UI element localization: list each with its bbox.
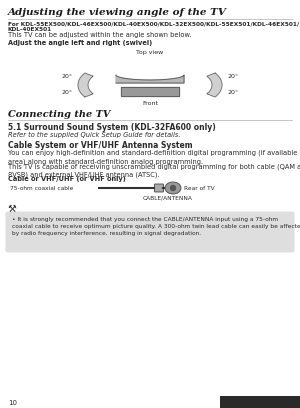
Text: CABLE/ANTENNA: CABLE/ANTENNA: [143, 195, 193, 200]
Text: 20°: 20°: [61, 89, 72, 95]
Polygon shape: [78, 73, 93, 97]
Text: Front: Front: [142, 101, 158, 106]
Polygon shape: [116, 75, 184, 83]
Text: For KDL-55EX500/KDL-46EX500/KDL-40EX500/KDL-32EX500/KDL-55EX501/KDL-46EX501/
KDL: For KDL-55EX500/KDL-46EX500/KDL-40EX500/…: [8, 21, 299, 32]
Text: This TV can be adjusted within the angle shown below.: This TV can be adjusted within the angle…: [8, 32, 191, 38]
FancyBboxPatch shape: [154, 184, 164, 192]
Text: Refer to the supplied Quick Setup Guide for details.: Refer to the supplied Quick Setup Guide …: [8, 132, 181, 138]
Text: Adjusting the viewing angle of the TV: Adjusting the viewing angle of the TV: [8, 8, 227, 17]
Circle shape: [170, 186, 175, 191]
Bar: [220, 396, 300, 408]
Text: Rear of TV: Rear of TV: [184, 186, 214, 191]
Text: 20°: 20°: [61, 73, 72, 78]
Text: 20°: 20°: [228, 89, 239, 95]
Text: Top view: Top view: [136, 50, 164, 55]
Text: This TV is capable of receiving unscrambled digital programming for both cable (: This TV is capable of receiving unscramb…: [8, 163, 300, 178]
Polygon shape: [207, 73, 222, 97]
Text: • It is strongly recommended that you connect the CABLE/ANTENNA input using a 75: • It is strongly recommended that you co…: [12, 217, 300, 235]
Text: Cable System or VHF/UHF Antenna System: Cable System or VHF/UHF Antenna System: [8, 141, 193, 150]
Ellipse shape: [165, 182, 181, 194]
Text: 10: 10: [8, 400, 17, 406]
Text: Cable or VHF/UHF (or VHF only): Cable or VHF/UHF (or VHF only): [8, 176, 126, 182]
Text: 75-ohm coaxial cable: 75-ohm coaxial cable: [10, 186, 74, 191]
Text: 20°: 20°: [228, 73, 239, 78]
Polygon shape: [121, 87, 179, 96]
Text: Adjust the angle left and right (swivel): Adjust the angle left and right (swivel): [8, 40, 152, 46]
Text: ⚒: ⚒: [8, 204, 17, 214]
FancyBboxPatch shape: [5, 211, 295, 253]
Text: 5.1 Surround Sound System (KDL-32FA600 only): 5.1 Surround Sound System (KDL-32FA600 o…: [8, 123, 216, 132]
Text: Connecting the TV: Connecting the TV: [8, 110, 110, 119]
Text: You can enjoy high-definition and standard-definition digital programming (if av: You can enjoy high-definition and standa…: [8, 150, 300, 165]
